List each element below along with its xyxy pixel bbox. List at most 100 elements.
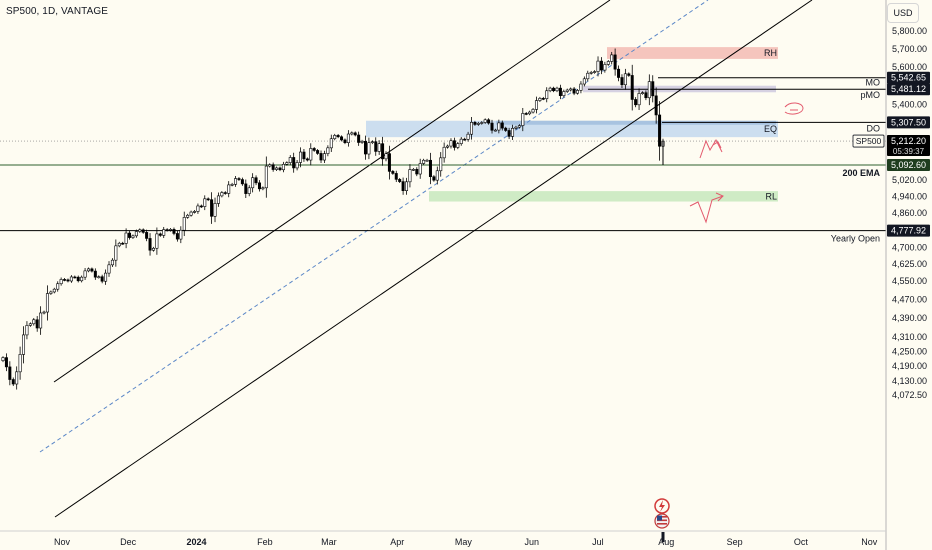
candle-body [49,291,53,294]
price-tick-label: 5,600.00 [892,62,927,72]
candle-body [206,198,210,201]
candle [63,278,67,282]
candle-body [329,138,333,149]
candle-body [134,231,138,237]
candle-body [511,128,515,137]
candle-body [391,171,395,174]
candle-body [514,126,518,129]
candle-body [281,163,285,171]
candle-body [654,95,658,116]
candle [463,137,467,141]
candle [497,119,501,134]
candle [35,316,39,332]
candle [1,356,5,363]
candle-body [336,135,340,138]
candle [292,152,296,173]
candle-body [541,98,545,100]
candle-body [124,232,128,244]
candle [630,64,634,111]
candle [69,275,73,283]
svg-text:5,481.12: 5,481.12 [891,84,926,94]
candle-body [22,334,26,355]
candle-body [640,92,644,94]
annotation-rh: RH [764,48,777,58]
time-tick-label: Sep [727,537,743,547]
us-flag-event-icon[interactable] [654,513,670,529]
candle-body [387,153,391,172]
time-tick-label: Jul [592,537,604,547]
svg-text:4,777.92: 4,777.92 [891,226,926,236]
sketch-arrow-head [712,141,722,149]
candle [627,72,631,77]
candle [227,181,231,198]
candle-body [439,157,443,172]
candle [326,145,330,157]
candle [189,210,193,217]
candle-body [117,242,121,247]
candle [428,152,432,185]
candle [449,138,453,149]
candle [179,226,183,244]
earnings-event-icon[interactable] [654,498,670,514]
candle [213,197,217,223]
candle-body [11,379,15,385]
candle [261,186,265,191]
svg-text:SP500: SP500 [856,136,882,146]
candle [32,317,36,326]
candle [531,107,535,114]
candle-body [322,153,326,161]
candle [52,287,56,294]
candle [610,51,614,65]
candle-body [223,192,227,194]
candle [487,118,491,125]
candle [59,277,63,286]
candle-body [569,88,573,91]
candle-body [39,312,43,329]
candle [473,120,477,126]
candle [623,68,627,90]
candle-body [507,130,511,137]
candle-body [237,178,241,180]
candle [295,160,299,171]
candle-body [189,211,193,216]
candle [493,128,497,132]
candle-body [155,233,159,249]
candle-body [216,195,220,204]
candle-body [4,357,8,368]
candle-body [363,140,367,155]
candle [336,133,340,139]
candle-body [193,211,196,213]
candle [452,137,456,151]
candle [210,192,214,224]
svg-text:5,542.65: 5,542.65 [891,73,926,83]
candle [576,89,580,95]
price-tick-label: 4,250.00 [892,346,927,356]
candle-body [579,83,583,91]
candle [42,310,46,315]
currency-button[interactable]: USD [887,3,919,23]
annotation-do: DO [867,123,881,133]
time-tick-label: May [455,537,473,547]
candle-body [63,279,67,281]
price-tick-label: 5,800.00 [892,26,927,36]
event-icons [654,498,670,529]
candle-body [278,167,282,171]
candle-body [476,122,480,125]
price-tick-label: 4,072.50 [892,390,927,400]
candle-body [93,270,97,278]
candle [398,177,402,184]
candle-body [637,93,641,106]
candle-body [360,140,364,143]
candle [651,75,655,103]
price-tick-label: 4,130.00 [892,376,927,386]
candle-body [408,169,412,183]
candle-body [630,75,634,100]
candle-body [599,60,603,71]
candle-body [196,205,200,212]
candle [586,70,590,82]
candle-body [210,199,214,217]
candle [312,147,316,152]
price-tick-label: 4,940.00 [892,191,927,201]
annotation-yearly-open: Yearly Open [831,234,880,244]
